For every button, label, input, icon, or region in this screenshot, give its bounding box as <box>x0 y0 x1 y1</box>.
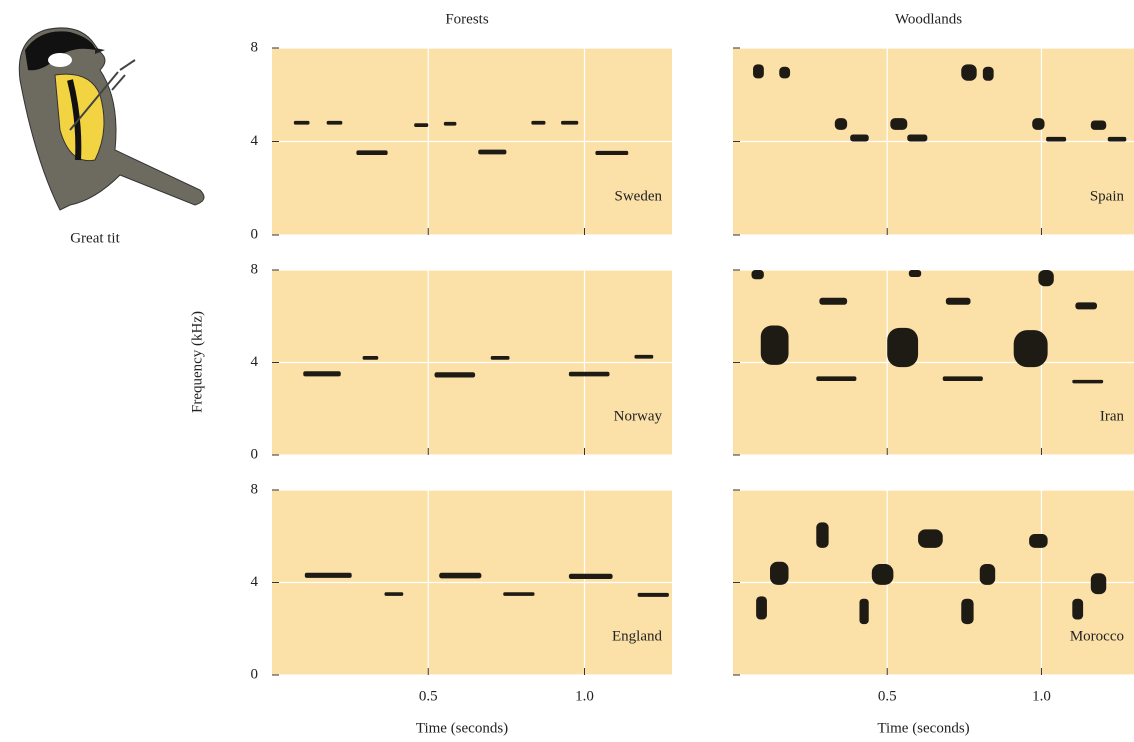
song-note <box>1075 302 1097 310</box>
song-note <box>478 149 507 155</box>
song-note <box>304 572 352 578</box>
song-note <box>568 573 613 580</box>
song-note <box>753 64 764 79</box>
song-note <box>945 297 971 305</box>
song-note <box>756 596 767 620</box>
song-note <box>439 572 482 579</box>
panel-label: Norway <box>614 408 663 424</box>
song-note <box>303 371 341 377</box>
song-note <box>1013 330 1048 368</box>
y-tick-label: 8 <box>251 481 259 497</box>
song-note <box>490 356 510 360</box>
song-note <box>942 376 983 381</box>
x-tick-label: 0.5 <box>878 688 897 704</box>
song-note <box>779 66 791 79</box>
panel-label: England <box>612 628 662 644</box>
song-note <box>1072 598 1084 620</box>
song-note <box>887 327 919 368</box>
panel-label: Iran <box>1100 408 1125 424</box>
y-tick-label: 8 <box>251 261 259 277</box>
song-note <box>1072 379 1104 384</box>
song-note <box>982 66 994 81</box>
song-note <box>834 118 848 130</box>
song-note <box>1032 118 1045 130</box>
song-note <box>918 529 943 548</box>
song-note <box>816 376 857 381</box>
song-note <box>1107 136 1127 142</box>
panel-label: Morocco <box>1070 628 1124 644</box>
song-note <box>871 564 894 585</box>
y-axis-label: Frequency (kHz) <box>189 311 205 413</box>
y-tick-label: 4 <box>251 574 259 590</box>
panel-label: Spain <box>1090 188 1125 204</box>
song-note <box>819 297 848 305</box>
y-tick-label: 0 <box>251 446 259 462</box>
song-note <box>568 371 610 377</box>
x-tick-label: 1.0 <box>1032 688 1051 704</box>
song-note <box>907 134 928 142</box>
song-note <box>531 120 546 125</box>
song-note <box>326 120 343 125</box>
song-note <box>561 120 579 125</box>
song-note <box>384 592 404 596</box>
y-tick-label: 4 <box>251 133 259 149</box>
x-tick-label: 1.0 <box>575 688 594 704</box>
song-note <box>751 270 764 280</box>
song-note <box>979 564 996 585</box>
y-tick-label: 8 <box>251 39 259 55</box>
song-note <box>414 123 429 128</box>
song-note <box>595 150 629 156</box>
song-note <box>859 598 869 625</box>
song-note <box>890 118 908 130</box>
song-note <box>770 561 789 585</box>
x-axis-label: Time (seconds) <box>877 720 969 736</box>
song-note <box>1090 573 1107 595</box>
song-note <box>1046 136 1067 142</box>
x-tick-label: 0.5 <box>419 688 438 704</box>
song-note <box>961 598 974 625</box>
song-note <box>434 372 476 378</box>
song-note <box>637 592 669 597</box>
column-title: Woodlands <box>895 11 962 27</box>
x-axis-label: Time (seconds) <box>416 720 508 736</box>
song-note <box>760 325 789 365</box>
song-note <box>1038 270 1054 287</box>
song-note <box>908 270 922 277</box>
song-note <box>443 121 457 126</box>
song-note <box>356 150 388 156</box>
bird-caption: Great tit <box>70 230 120 246</box>
bird-illustration <box>18 27 205 211</box>
song-note <box>961 64 977 81</box>
song-note <box>816 522 829 548</box>
y-tick-label: 4 <box>251 354 259 370</box>
y-tick-label: 0 <box>251 226 259 242</box>
song-note <box>1090 120 1107 130</box>
song-note <box>293 120 310 125</box>
column-title: Forests <box>445 11 489 27</box>
song-note <box>1029 533 1048 548</box>
song-note <box>634 354 654 359</box>
song-note <box>503 592 535 596</box>
song-note <box>362 356 379 360</box>
panel-label: Sweden <box>615 188 663 204</box>
song-note <box>850 134 869 142</box>
y-tick-label: 0 <box>251 666 259 682</box>
